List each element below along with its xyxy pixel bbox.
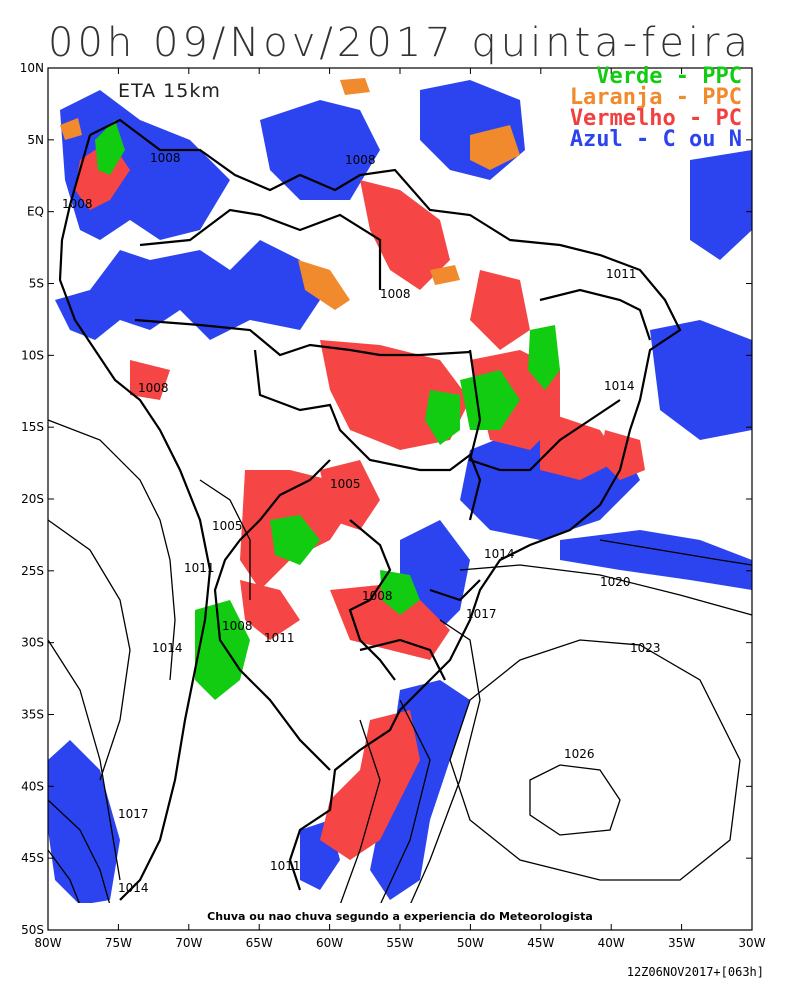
- isobar-label: 1005: [330, 477, 361, 491]
- lat-tick-label: 35S: [21, 708, 44, 722]
- isobar-label: 1008: [380, 287, 411, 301]
- isobar-label: 1020: [600, 575, 631, 589]
- lat-tick-label: 20S: [21, 492, 44, 506]
- lat-tick-label: 40S: [21, 779, 44, 793]
- lon-tick-label: 35W: [668, 936, 695, 950]
- lon-axis: 80W 75W 70W 65W 60W 55W 50W 45W 40W 35W 30W: [34, 68, 766, 950]
- isobar-label: 1014: [118, 881, 149, 895]
- lat-tick-label: 5S: [29, 277, 44, 291]
- isobar-label: 1023: [630, 641, 661, 655]
- isobar-label: 1008: [138, 381, 169, 395]
- isobar-label: 1011: [606, 267, 637, 281]
- green-regions: [95, 120, 560, 700]
- isobar-label: 1011: [184, 561, 215, 575]
- isobar-label: 1008: [345, 153, 376, 167]
- lat-tick-label: EQ: [27, 205, 44, 219]
- lon-tick-label: 55W: [386, 936, 413, 950]
- isobars: [47, 419, 753, 906]
- isobar-label: 1008: [62, 197, 93, 211]
- legend-green: Verde - PPC: [596, 64, 742, 89]
- lon-tick-label: 75W: [105, 936, 132, 950]
- lon-tick-label: 45W: [527, 936, 554, 950]
- isobar-label: 1017: [118, 807, 149, 821]
- coastline-borders: [58, 118, 682, 901]
- lat-tick-label: 25S: [21, 564, 44, 578]
- legend-orange: Laranja - PPC: [569, 85, 742, 110]
- isobar-label: 1014: [604, 379, 635, 393]
- lat-tick-label: 50S: [21, 923, 44, 937]
- lon-tick-label: 30W: [738, 936, 765, 950]
- map-caption: Chuva ou nao chuva segundo a experiencia…: [207, 910, 593, 923]
- isobar-label: 1014: [484, 547, 515, 561]
- model-label: ETA 15km: [118, 80, 221, 102]
- isobar-label: 1011: [270, 859, 301, 873]
- lat-axis: 10N 5N EQ 5S 10S 15S 20S 25S 30S 35S 40S 45S 50S: [20, 61, 752, 937]
- isobar-labels: 1008 1008 1008 1008 1008 1011 1014 1005 …: [62, 151, 661, 895]
- orange-regions: [60, 78, 520, 310]
- lat-tick-label: 45S: [21, 851, 44, 865]
- run-timestamp: 12Z06NOV2017+[063h]: [626, 965, 764, 979]
- isobar-label: 1011: [264, 631, 295, 645]
- lat-tick-label: 10S: [21, 348, 44, 362]
- lon-tick-label: 40W: [598, 936, 625, 950]
- isobar-label: 1008: [362, 589, 393, 603]
- lat-tick-label: 30S: [21, 636, 44, 650]
- lat-tick-label: 15S: [21, 420, 44, 434]
- isobar-label: 1014: [152, 641, 183, 655]
- isobar-label: 1008: [150, 151, 181, 165]
- legend: Verde - PPC Laranja - PPC Vermelho - PC …: [569, 64, 742, 152]
- lat-tick-label: 10N: [20, 61, 44, 75]
- lon-tick-label: 60W: [316, 936, 343, 950]
- legend-blue: Azul - C ou N: [569, 127, 742, 152]
- lon-tick-label: 50W: [457, 936, 484, 950]
- legend-red: Vermelho - PC: [569, 106, 742, 131]
- lat-tick-label: 5N: [27, 133, 44, 147]
- isobar-label: 1026: [564, 747, 595, 761]
- isobar-label: 1005: [212, 519, 243, 533]
- lon-tick-label: 65W: [246, 936, 273, 950]
- isobar-label: 1017: [466, 607, 497, 621]
- lon-tick-label: 70W: [175, 936, 202, 950]
- isobar-label: 1008: [222, 619, 253, 633]
- page-title: 00h 09/Nov/2017 quinta-feira: [48, 20, 752, 66]
- lon-tick-label: 80W: [34, 936, 61, 950]
